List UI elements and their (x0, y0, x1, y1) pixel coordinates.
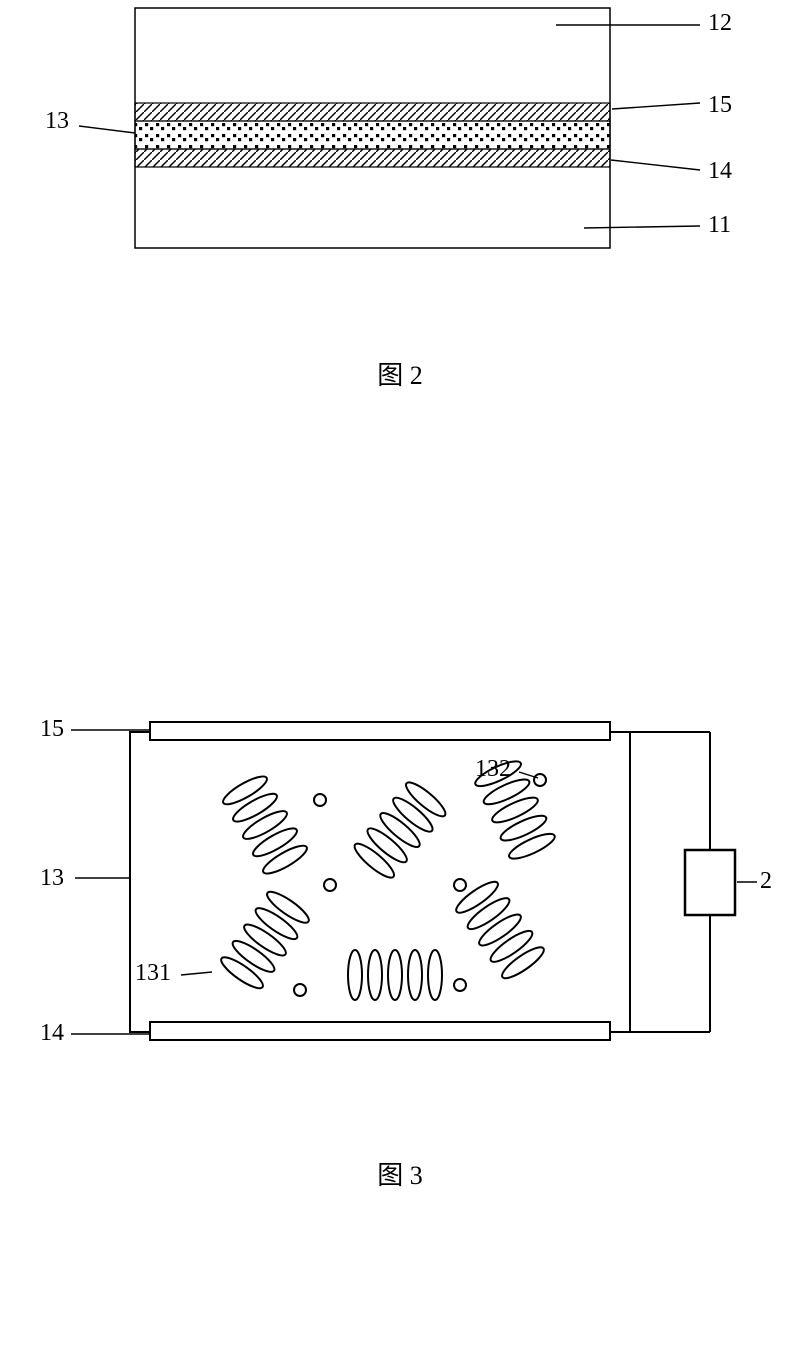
caption-fig-3: 图 3 (330, 1155, 470, 1192)
fig3-leaders (0, 0, 800, 1100)
page: 12 15 14 11 13 图 2 15 13 131 14 132 2 图 … (0, 0, 800, 1357)
